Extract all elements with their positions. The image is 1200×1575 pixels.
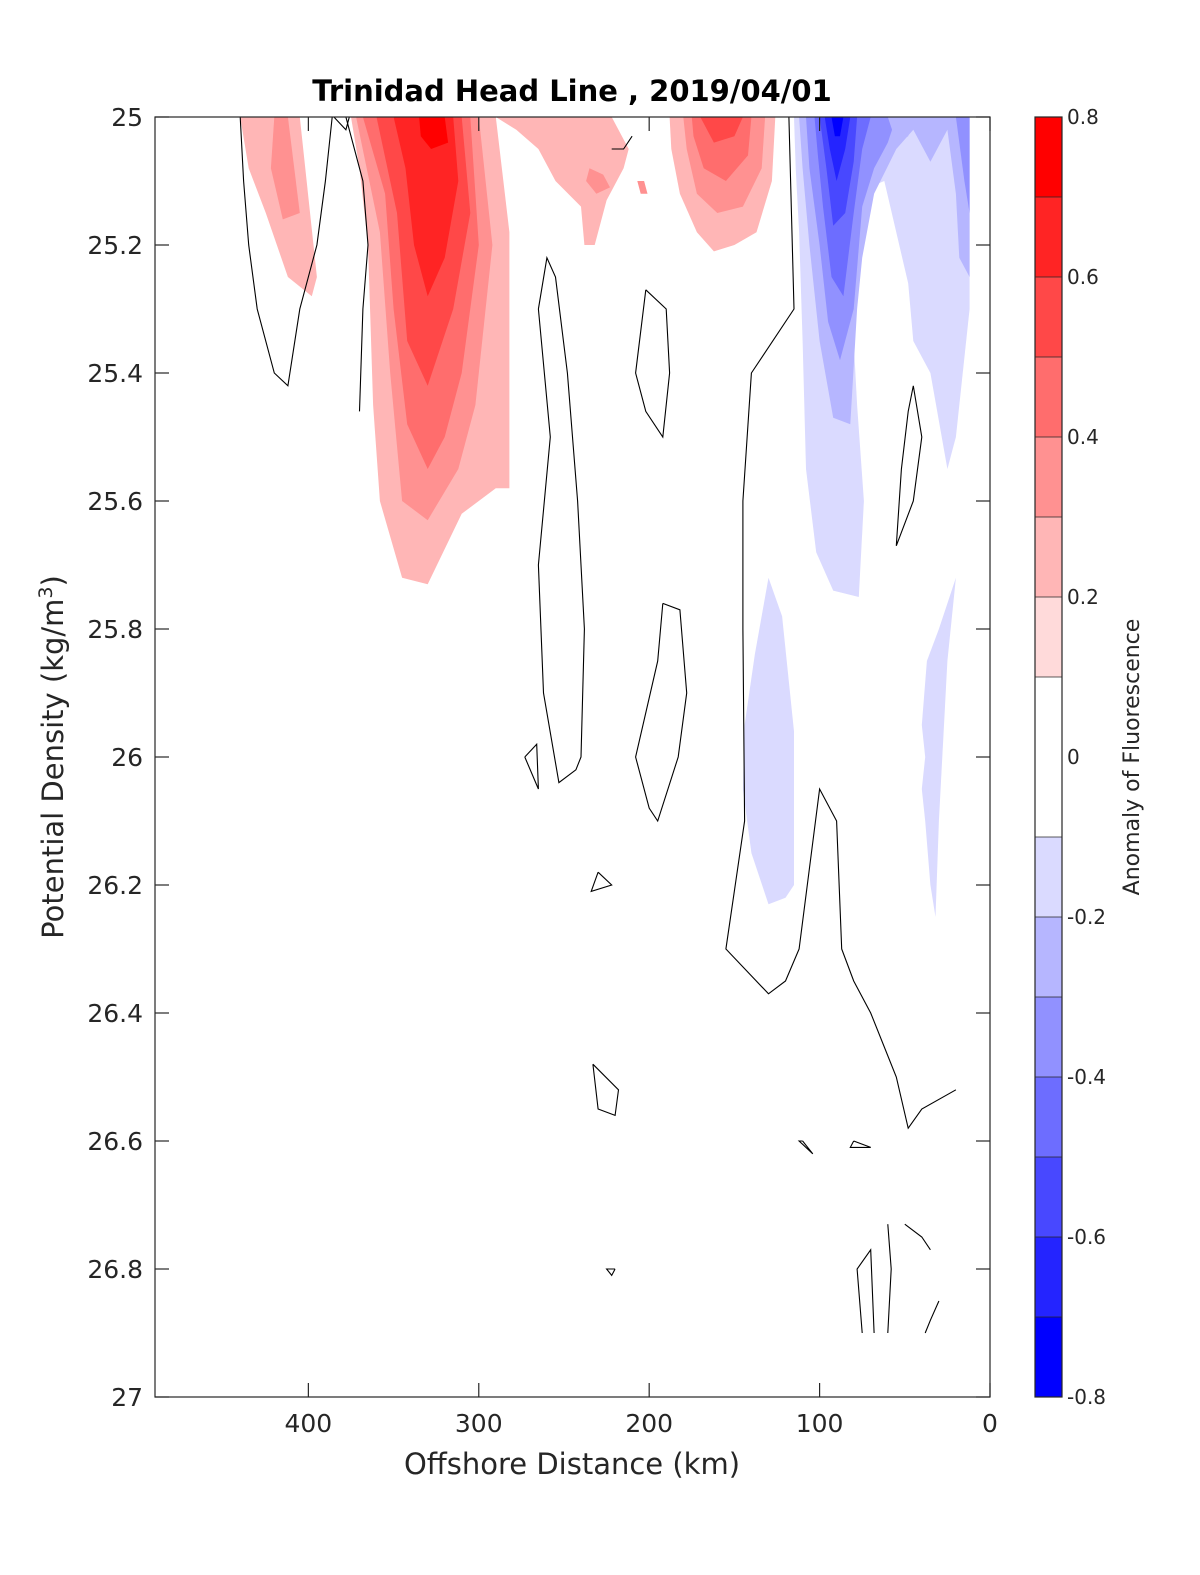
colorbar-band-9 (1035, 517, 1062, 597)
filled-contour-layer (240, 117, 970, 917)
filled-region-1 (270, 117, 300, 220)
filled-region-20 (824, 117, 851, 181)
y-tick-label-8: 26.6 (87, 1127, 143, 1156)
colorbar-band-4 (1035, 997, 1062, 1077)
colorbar-band-8 (1035, 597, 1062, 677)
colorbar-band-0 (1035, 1317, 1062, 1397)
colorbar-band-10 (1035, 437, 1062, 517)
plot-area: 400 300 200 100 0 25 25.2 25.4 25.6 25.8 26 26.2 26… (87, 103, 998, 1438)
colorbar-tick-label-0: 0.8 (1067, 105, 1099, 129)
colorbar-band-12 (1035, 277, 1062, 357)
y-tick-label-3: 25.6 (87, 487, 143, 516)
y-tick-label-1: 25.2 (87, 231, 143, 260)
contour-line-8 (605, 1268, 616, 1277)
y-axis-ticks: 25 25.2 25.4 25.6 25.8 26 26.2 26.4 26.6 26.8 27 (87, 103, 990, 1412)
filled-region-21 (831, 117, 844, 137)
y-tick-label-6: 26.2 (87, 871, 143, 900)
colorbar-ticks: 0.8 0.6 0.4 0.2 0 -0.2 -0.4 -0.6 -0.8 (1067, 105, 1106, 1409)
contour-line-13 (887, 1224, 892, 1334)
contour-line-9 (797, 1140, 814, 1155)
y-tick-label-7: 26.4 (87, 999, 143, 1028)
filled-region-13 (691, 117, 752, 181)
x-axis-title: Offshore Distance (km) (404, 1447, 740, 1481)
contour-line-5 (524, 742, 539, 790)
colorbar-tick-label-3: 0.2 (1067, 585, 1099, 609)
contour-line-3 (635, 289, 671, 439)
filled-region-25 (921, 577, 956, 917)
contour-line-14 (856, 1248, 875, 1334)
filled-region-6 (393, 117, 459, 297)
colorbar-band-13 (1035, 197, 1062, 277)
plot-background (155, 117, 990, 1397)
colorbar-band-2 (1035, 1157, 1062, 1237)
y-tick-label-9: 26.8 (87, 1255, 143, 1284)
colorbar-tick-label-2: 0.4 (1067, 425, 1099, 449)
colorbar-frame (1034, 116, 1063, 1398)
colorbar-band-14 (1035, 117, 1062, 197)
colorbar-title: Anomaly of Fluorescence (1120, 619, 1145, 896)
contour-line-4 (635, 602, 688, 823)
filled-region-9 (586, 168, 610, 194)
colorbar-tick-label-6: -0.4 (1067, 1065, 1106, 1089)
colorbar-band-3 (1035, 1077, 1062, 1157)
y-axis-title-main: Potential Density (kg/m (36, 599, 70, 939)
filled-region-14 (700, 117, 743, 143)
contour-line-18 (611, 135, 633, 150)
colorbar-tick-label-1: 0.6 (1067, 265, 1099, 289)
y-axis-title: Potential Density (kg/m3) (35, 575, 70, 939)
chart-title: Trinidad Head Line , 2019/04/01 (312, 74, 832, 108)
colorbar-band-1 (1035, 1237, 1062, 1317)
contour-line-2 (537, 255, 585, 784)
colorbar: 0.8 0.6 0.4 0.2 0 -0.2 -0.4 -0.6 -0.8 Anomaly of… (1034, 105, 1145, 1409)
filled-region-8 (495, 117, 629, 245)
contour-line-15 (904, 1223, 931, 1251)
y-tick-label-10: 27 (111, 1383, 143, 1412)
filled-region-22 (887, 117, 914, 143)
x-tick-label-3: 100 (796, 1409, 844, 1438)
contour-line-10 (849, 1140, 871, 1148)
contour-line-6 (590, 871, 613, 893)
contour-line-12 (895, 385, 923, 546)
contour-line-16 (924, 1300, 940, 1334)
filled-region-0 (240, 117, 317, 297)
contour-line-layer (239, 117, 957, 1334)
filled-region-23 (955, 117, 970, 213)
y-tick-label-2: 25.4 (87, 359, 143, 388)
colorbar-tick-label-8: -0.8 (1067, 1385, 1106, 1409)
x-tick-label-0: 400 (285, 1409, 333, 1438)
x-axis-ticks: 400 300 200 100 0 (285, 117, 998, 1438)
contour-line-7 (592, 1063, 620, 1117)
colorbar-tick-label-4: 0 (1067, 745, 1080, 769)
filled-region-10 (637, 181, 648, 194)
colorbar-band-7 (1035, 677, 1062, 837)
x-tick-label-4: 0 (982, 1409, 998, 1438)
y-tick-label-0: 25 (111, 103, 143, 132)
x-tick-label-2: 200 (625, 1409, 673, 1438)
colorbar-bands (1035, 116, 1062, 1398)
y-axis-title-superscript: 3 (35, 586, 57, 598)
filled-region-7 (419, 117, 449, 149)
y-axis-title-close: ) (36, 575, 70, 586)
filled-region-24 (742, 577, 794, 905)
x-tick-label-1: 300 (455, 1409, 503, 1438)
colorbar-band-5 (1035, 917, 1062, 997)
contour-line-1 (345, 117, 369, 412)
y-tick-label-5: 26 (111, 743, 143, 772)
colorbar-tick-label-7: -0.6 (1067, 1225, 1106, 1249)
colorbar-tick-label-5: -0.2 (1067, 905, 1106, 929)
colorbar-band-11 (1035, 357, 1062, 437)
contour-line-0 (239, 117, 333, 387)
contour-line-11 (725, 117, 957, 1130)
colorbar-band-6 (1035, 837, 1062, 917)
y-tick-label-4: 25.8 (87, 615, 143, 644)
contour-line-17 (333, 117, 350, 131)
